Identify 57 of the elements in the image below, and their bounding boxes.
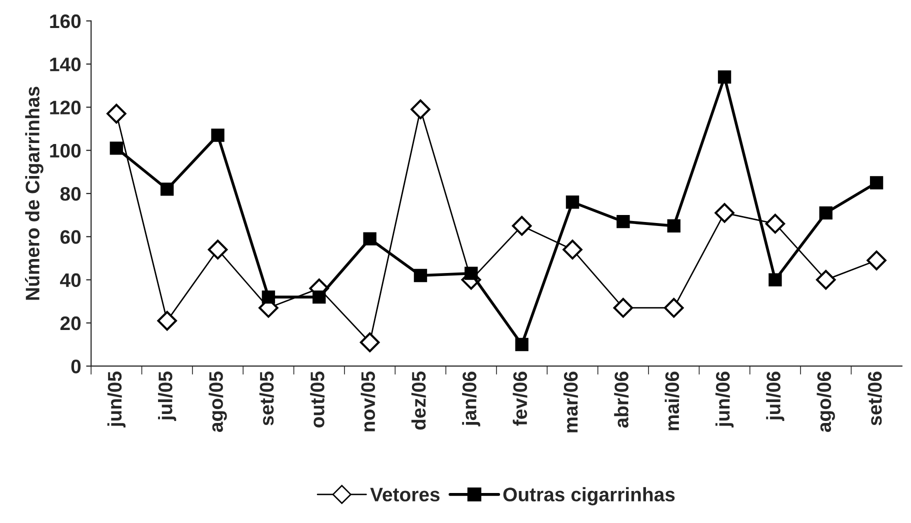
x-tick-label: jan/06 <box>462 372 480 426</box>
point <box>160 182 174 196</box>
point <box>360 332 380 352</box>
y-tick-label: 0 <box>71 360 81 374</box>
x-tick-label: set/05 <box>259 371 274 426</box>
x-tick-label: jun/05 <box>107 372 126 428</box>
y-tick-label: 20 <box>60 316 81 330</box>
y-tick-label: 100 <box>50 144 81 158</box>
point <box>819 206 832 220</box>
point <box>414 268 428 282</box>
x-tick-label: mar/06 <box>563 372 578 432</box>
point <box>464 266 478 280</box>
y-tick-label: 120 <box>50 100 81 114</box>
point <box>613 298 634 318</box>
point <box>616 214 630 228</box>
point <box>667 219 680 232</box>
x-tick-label: nov/05 <box>360 371 376 432</box>
point <box>363 232 376 246</box>
point <box>312 290 326 304</box>
point <box>157 310 177 331</box>
x-tick-label: mai/06 <box>664 372 680 430</box>
point <box>765 214 786 234</box>
point <box>110 142 124 155</box>
x-tick-label: ago/06 <box>816 372 835 432</box>
y-tick-label: 80 <box>60 186 81 201</box>
x-tick-label: jul/05 <box>158 372 176 421</box>
y-axis-title: Número de Cigarrinhas <box>25 86 44 300</box>
point <box>208 240 228 260</box>
point <box>866 250 886 270</box>
x-tick-label: fev/06 <box>512 372 528 426</box>
y-tick-label: 40 <box>60 273 81 288</box>
point <box>816 270 836 290</box>
point <box>870 176 884 190</box>
x-tick-label: abr/06 <box>614 372 629 428</box>
point <box>410 99 430 120</box>
x-tick-label: jun/06 <box>715 372 734 428</box>
y-tick-label: 140 <box>50 58 81 72</box>
point <box>106 104 126 124</box>
point <box>562 240 582 260</box>
legend-label: Outras cigarrinhas <box>503 487 675 506</box>
x-tick-label: jul/06 <box>766 372 784 421</box>
point <box>664 298 684 318</box>
x-tick-label: dez/05 <box>411 372 426 430</box>
y-tick-label: 160 <box>50 14 81 28</box>
point <box>515 338 528 352</box>
x-tick-label: set/06 <box>867 372 882 426</box>
point <box>211 128 224 142</box>
point <box>262 290 276 304</box>
point <box>566 196 580 209</box>
x-tick-label: ago/05 <box>208 371 227 432</box>
point <box>512 216 532 236</box>
y-tick-label: 60 <box>60 230 81 244</box>
point <box>768 273 782 286</box>
x-tick-label: out/05 <box>310 371 325 428</box>
legend-label: Vetores <box>370 488 440 502</box>
point <box>718 70 732 84</box>
point <box>714 203 734 223</box>
